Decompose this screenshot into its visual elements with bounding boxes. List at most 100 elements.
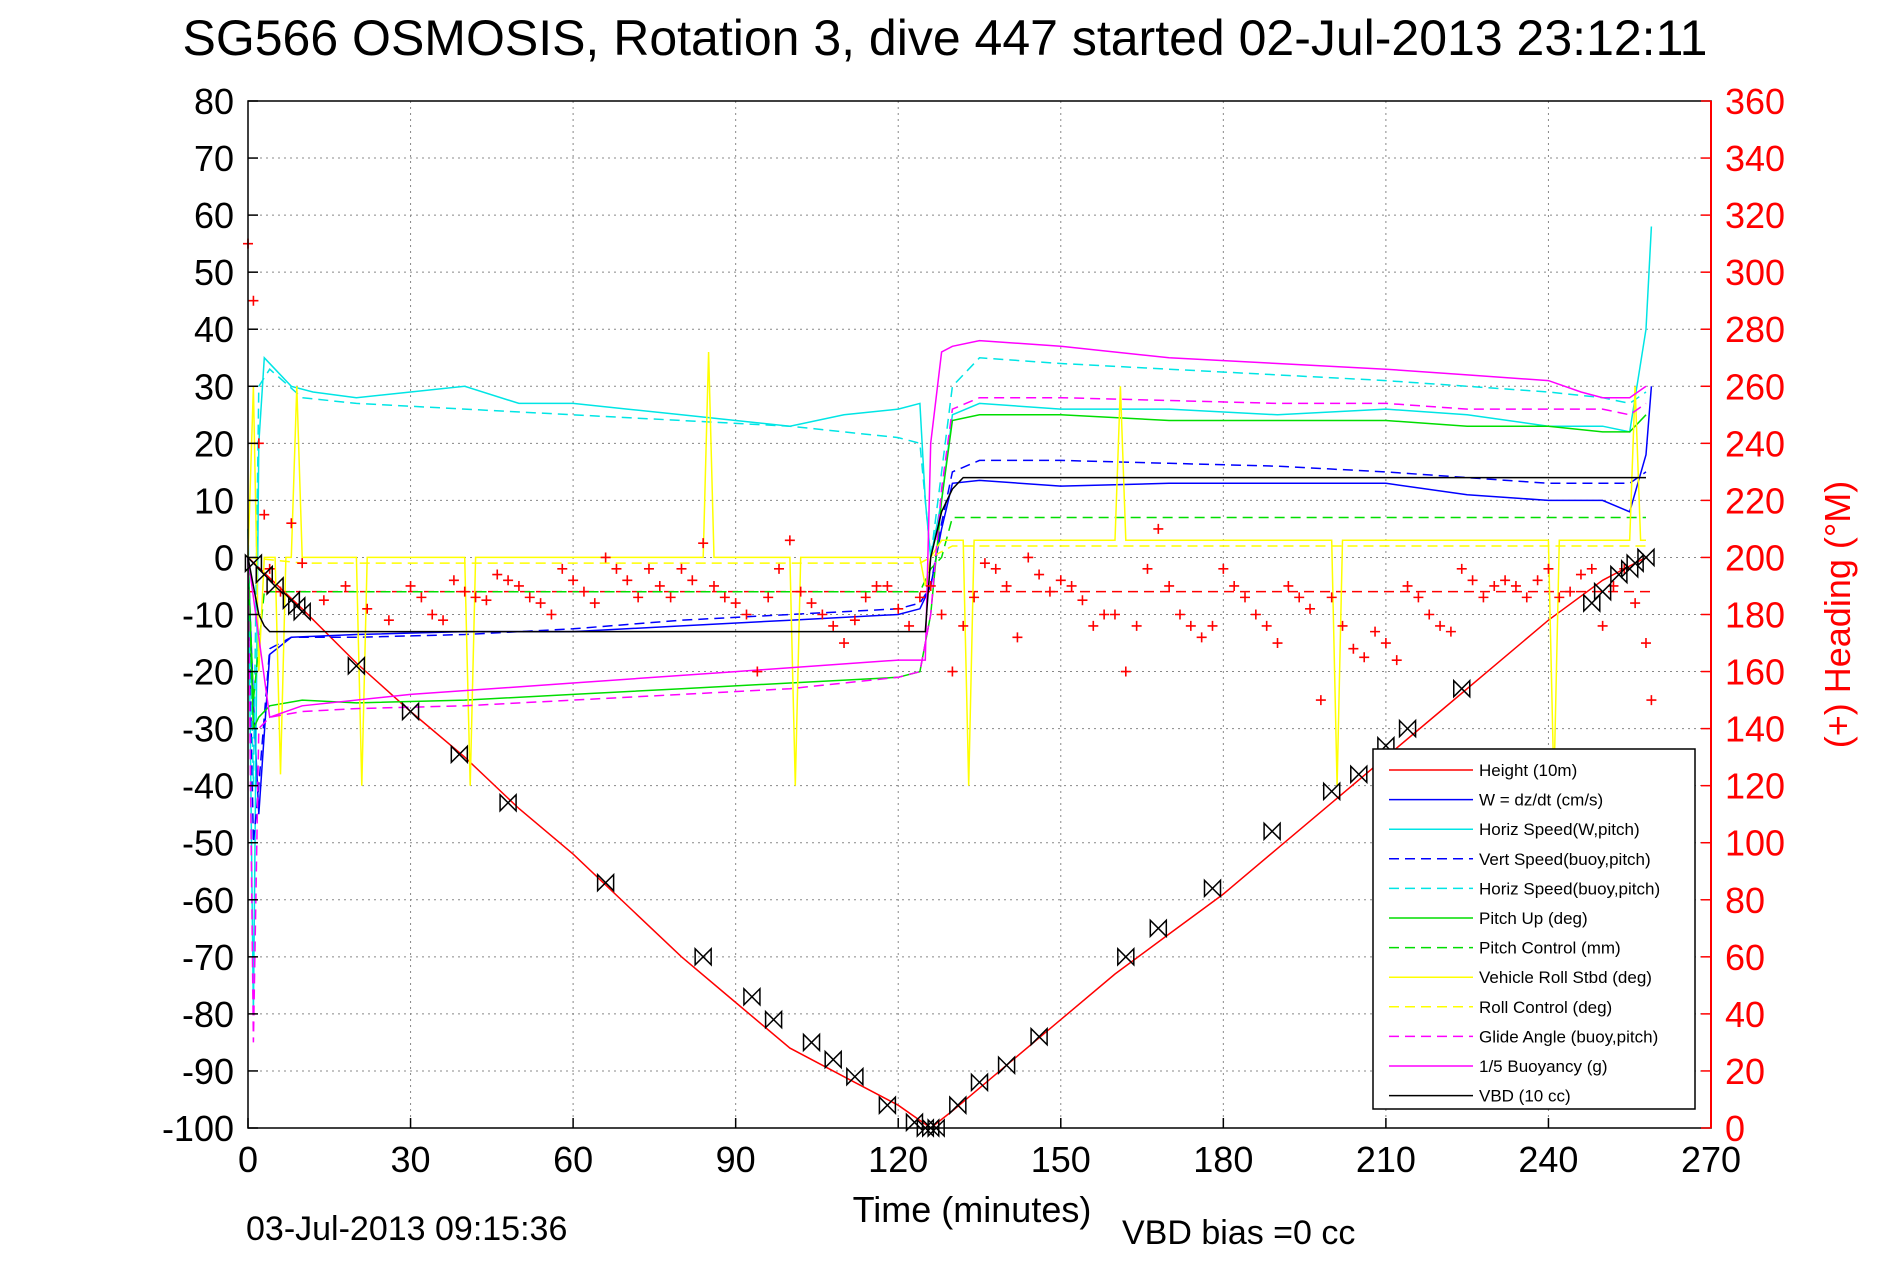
heading-point bbox=[1012, 632, 1023, 643]
y2-tick-label: 260 bbox=[1725, 366, 1785, 407]
depth-marker bbox=[878, 1095, 897, 1115]
heading-point bbox=[947, 666, 958, 677]
x-tick-label: 210 bbox=[1356, 1139, 1416, 1180]
heading-point bbox=[882, 580, 893, 591]
depth-marker bbox=[802, 1032, 821, 1053]
heading-point bbox=[1586, 563, 1597, 574]
heading-point bbox=[990, 563, 1001, 574]
y2-tick-label: 280 bbox=[1725, 309, 1785, 350]
depth-marker bbox=[450, 744, 469, 765]
heading-point bbox=[958, 620, 969, 631]
heading-point bbox=[708, 580, 719, 591]
y-tick-label: -80 bbox=[182, 994, 234, 1035]
y2-axis-ticks: 3603403203002802602402202001801601401201… bbox=[1701, 81, 1785, 1149]
heading-point bbox=[578, 586, 589, 597]
heading-point bbox=[481, 595, 492, 606]
heading-point bbox=[741, 609, 752, 620]
y-tick-label: 10 bbox=[194, 480, 234, 521]
heading-point bbox=[1174, 609, 1185, 620]
heading-point bbox=[1337, 620, 1348, 631]
y-tick-label: 80 bbox=[194, 81, 234, 122]
depth-marker bbox=[997, 1055, 1016, 1076]
heading-point bbox=[1229, 580, 1240, 591]
y-tick-label: 40 bbox=[194, 309, 234, 350]
depth-marker bbox=[846, 1066, 864, 1087]
heading-point bbox=[1272, 638, 1283, 649]
heading-point bbox=[568, 575, 579, 586]
heading-point bbox=[1315, 695, 1326, 706]
x-axis-ticks: 0 30 60 90 120 150 180 210 240 270 bbox=[238, 1118, 1741, 1180]
heading-point bbox=[470, 592, 481, 603]
y-axis-ticks: 80 70 60 50 40 30 20 10 0 -10 -20 -30 -40 -50 -60 -70 -8… bbox=[162, 81, 258, 1149]
heading-point bbox=[1142, 563, 1153, 574]
heading-point bbox=[1066, 580, 1077, 591]
y2-tick-label: 320 bbox=[1725, 195, 1785, 236]
depth-marker bbox=[1030, 1026, 1048, 1047]
heading-point bbox=[492, 569, 503, 580]
y-tick-label: 70 bbox=[194, 138, 234, 179]
heading-point bbox=[448, 575, 459, 586]
depth-marker bbox=[596, 872, 615, 893]
heading-point bbox=[654, 580, 665, 591]
heading-point bbox=[871, 580, 882, 591]
heading-point bbox=[795, 586, 806, 597]
heading-point bbox=[286, 518, 297, 529]
heading-point bbox=[817, 609, 828, 620]
heading-point bbox=[557, 563, 568, 574]
heading-point bbox=[1510, 580, 1521, 591]
footer-vbd-bias: VBD bias =0 cc bbox=[1122, 1214, 1355, 1252]
heading-point bbox=[1445, 626, 1456, 637]
heading-markers bbox=[243, 238, 1657, 706]
y2-tick-label: 140 bbox=[1725, 709, 1785, 750]
heading-point bbox=[1521, 592, 1532, 603]
heading-point bbox=[1207, 620, 1218, 631]
legend-entry: Horiz Speed(W,pitch) bbox=[1479, 820, 1640, 839]
depth-marker bbox=[824, 1049, 842, 1070]
series-line-9 bbox=[247, 396, 1647, 1043]
x-tick-label: 240 bbox=[1518, 1139, 1578, 1180]
legend-entry: Pitch Control (mm) bbox=[1479, 939, 1621, 958]
heading-point bbox=[969, 592, 980, 603]
heading-point bbox=[362, 603, 373, 614]
x-tick-label: 30 bbox=[391, 1139, 431, 1180]
heading-point bbox=[1575, 569, 1586, 580]
y2-tick-label: 360 bbox=[1725, 81, 1785, 122]
heading-point bbox=[1359, 652, 1370, 663]
heading-point bbox=[1153, 523, 1164, 534]
heading-point bbox=[503, 575, 514, 586]
heading-point bbox=[535, 598, 546, 609]
heading-point bbox=[698, 538, 709, 549]
depth-marker bbox=[970, 1072, 989, 1093]
y2-tick-label: 80 bbox=[1725, 880, 1765, 921]
y2-tick-label: 100 bbox=[1725, 823, 1785, 864]
heading-point bbox=[1380, 638, 1391, 649]
x-tick-label: 180 bbox=[1193, 1139, 1253, 1180]
heading-point bbox=[405, 580, 416, 591]
heading-point bbox=[925, 580, 936, 591]
x-tick-label: 270 bbox=[1681, 1139, 1741, 1180]
depth-marker bbox=[1117, 947, 1135, 967]
y-tick-label: 0 bbox=[214, 537, 234, 578]
heading-point bbox=[1391, 655, 1402, 666]
x-tick-label: 150 bbox=[1031, 1139, 1091, 1180]
heading-point bbox=[1489, 580, 1500, 591]
footer-date: 03-Jul-2013 09:15:36 bbox=[246, 1210, 567, 1248]
series-line-8 bbox=[247, 545, 1646, 564]
depth-marker bbox=[743, 986, 761, 1007]
heading-point bbox=[1283, 580, 1294, 591]
legend-entry: Height (10m) bbox=[1479, 761, 1577, 780]
legend-entry: Horiz Speed(buoy,pitch) bbox=[1479, 879, 1660, 898]
heading-point bbox=[1164, 580, 1175, 591]
depth-marker bbox=[1263, 821, 1281, 842]
y2-tick-label: 300 bbox=[1725, 252, 1785, 293]
legend-entry: Roll Control (deg) bbox=[1479, 998, 1612, 1017]
depth-marker bbox=[1398, 718, 1417, 739]
heading-point bbox=[1597, 620, 1608, 631]
y2-tick-label: 120 bbox=[1725, 766, 1785, 807]
legend-entry: 1/5 Buoyancy (g) bbox=[1479, 1057, 1608, 1076]
heading-point bbox=[719, 592, 730, 603]
y2-tick-label: 340 bbox=[1725, 138, 1785, 179]
depth-marker bbox=[1453, 678, 1471, 699]
heading-point bbox=[1630, 598, 1641, 609]
